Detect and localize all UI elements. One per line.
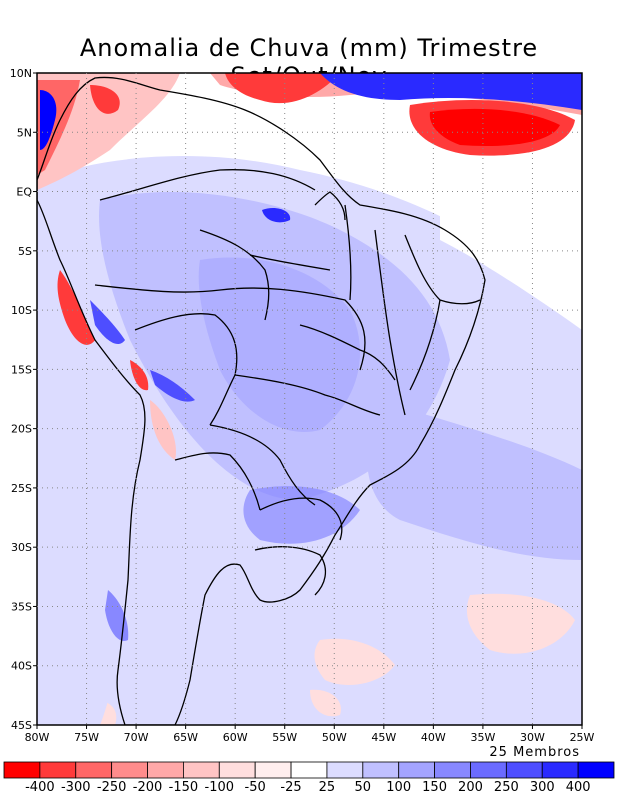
latitude-tick-label: 25S (11, 482, 32, 495)
longitude-tick-label: 50W (322, 731, 347, 744)
legend-label: 150 (422, 780, 447, 795)
latitude-axis: 10N 5N EQ 5S 10S 15S 20S 25S 30S 35S 40S 45S (10, 67, 37, 732)
longitude-tick-label: 80W (25, 731, 50, 744)
legend-color-swatch (505, 761, 543, 779)
longitude-tick-label: 65W (173, 731, 198, 744)
legend-label: 300 (529, 780, 555, 795)
legend-label: 100 (386, 780, 412, 795)
legend-label: 250 (493, 780, 519, 795)
legend-label: -150 (168, 780, 199, 795)
legend-labels: -400 -300 -250 -200 -150 -100 -50 -25 25 50 100 150… (0, 780, 618, 798)
latitude-tick-label: 10S (11, 304, 32, 317)
latitude-tick-label: 5N (17, 126, 32, 139)
longitude-tick-label: 75W (74, 731, 99, 744)
latitude-tick-label: 5S (18, 245, 32, 258)
latitude-tick-label: 20S (11, 423, 32, 436)
legend-color-swatch (290, 761, 328, 779)
legend-label: 50 (354, 780, 372, 795)
latitude-tick-label: 10N (10, 67, 32, 80)
legend-label: -250 (96, 780, 127, 795)
longitude-tick-label: 25W (570, 731, 595, 744)
color-legend (3, 761, 615, 779)
longitude-tick-label: 55W (272, 731, 297, 744)
legend-label: 400 (565, 780, 591, 795)
legend-color-swatch (147, 761, 184, 779)
legend-label: 25 (318, 780, 336, 795)
legend-color-swatch (183, 761, 220, 779)
legend-color-swatch (362, 761, 400, 779)
legend-label: -50 (244, 780, 266, 795)
legend-label: -400 (25, 780, 55, 795)
legend-label: 200 (458, 780, 483, 795)
legend-color-swatch (254, 761, 292, 779)
legend-color-swatch (111, 761, 148, 779)
latitude-tick-label: 30S (11, 541, 32, 554)
longitude-tick-label: 60W (223, 731, 248, 744)
longitude-axis: 80W 75W 70W 65W 60W 55W 50W 45W 40W 35W 30W 25W (25, 725, 595, 744)
legend-label: -200 (132, 780, 163, 795)
latitude-tick-label: EQ (16, 186, 32, 199)
legend-color-swatch (326, 761, 364, 779)
longitude-tick-label: 30W (520, 731, 545, 744)
longitude-tick-label: 40W (421, 731, 446, 744)
legend-color-swatch (470, 761, 507, 779)
anomaly-field (37, 73, 582, 725)
longitude-tick-label: 35W (470, 731, 495, 744)
legend-color-swatch (434, 761, 471, 779)
map-frame (36, 72, 583, 726)
country-borders (37, 76, 486, 725)
longitude-tick-label: 45W (371, 731, 396, 744)
legend-label: -300 (60, 780, 91, 795)
legend-label: -25 (280, 780, 302, 795)
legend-color-swatch (577, 761, 615, 779)
legend-label: -100 (204, 780, 235, 795)
members-label: 25 Membros (489, 745, 580, 760)
legend-color-swatch (39, 761, 77, 779)
longitude-tick-label: 70W (124, 731, 149, 744)
legend-color-swatch (398, 761, 435, 779)
legend-color-swatch (3, 761, 41, 779)
latitude-tick-label: 15S (11, 363, 32, 376)
legend-color-swatch (218, 761, 256, 779)
latitude-tick-label: 35S (11, 600, 32, 613)
latitude-tick-label: 45S (11, 719, 32, 732)
legend-color-swatch (541, 761, 579, 779)
grid-lines (37, 73, 582, 725)
latitude-tick-label: 40S (11, 660, 32, 673)
legend-color-swatch (75, 761, 113, 779)
